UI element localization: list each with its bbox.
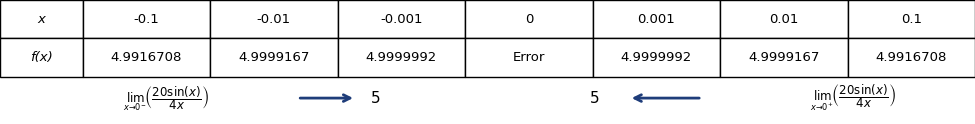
Text: 5: 5 bbox=[590, 91, 600, 106]
Text: 5: 5 bbox=[370, 91, 380, 106]
Text: $\lim_{x \to 0^-}\!\left(\dfrac{20\sin(x)}{4x}\right)$: $\lim_{x \to 0^-}\!\left(\dfrac{20\sin(x… bbox=[123, 84, 209, 113]
Text: $\lim_{x \to 0^+}\!\left(\dfrac{20\sin(x)}{4x}\right)$: $\lim_{x \to 0^+}\!\left(\dfrac{20\sin(x… bbox=[810, 83, 896, 113]
